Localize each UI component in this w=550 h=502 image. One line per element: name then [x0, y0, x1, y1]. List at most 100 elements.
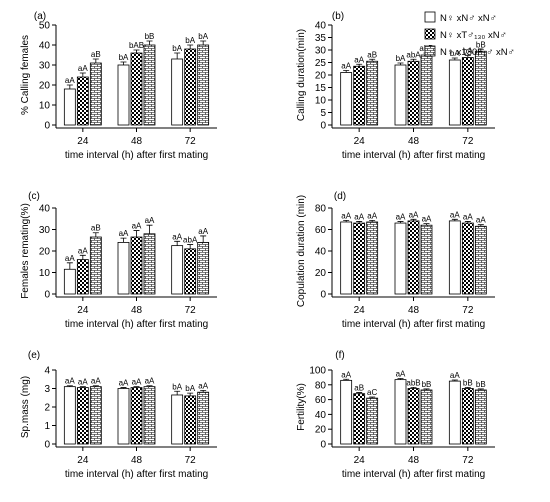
- bar: [366, 60, 379, 126]
- bar: [184, 248, 197, 295]
- error-bar: [120, 61, 127, 65]
- bar: [197, 44, 210, 126]
- y-tick-label: 10: [39, 101, 51, 112]
- x-tick-label: 48: [131, 455, 143, 466]
- error-bar: [369, 396, 376, 399]
- significance-label: aA: [354, 212, 364, 221]
- error-bar: [410, 218, 417, 221]
- y-tick-label: 1: [44, 421, 50, 432]
- error-bar: [133, 386, 140, 388]
- bar: [197, 391, 210, 445]
- y-tick-label: 60: [315, 225, 327, 236]
- legend-swatch: [424, 11, 436, 23]
- significance-label: abA: [183, 236, 198, 245]
- error-bar: [477, 48, 484, 52]
- error-bar: [92, 58, 99, 63]
- y-tick-label: 3: [44, 384, 50, 395]
- significance-label: aA: [78, 64, 88, 73]
- y-tick-label: 0: [320, 440, 326, 451]
- error-bar: [146, 40, 153, 45]
- y-tick-label: 0: [320, 121, 326, 132]
- x-tick-label: 24: [354, 136, 366, 147]
- legend-label: N♀ x130F₁♂ xN♂: [440, 47, 515, 58]
- significance-label: aB: [91, 224, 101, 233]
- significance-label: aA: [65, 377, 75, 386]
- error-bar: [464, 386, 471, 389]
- error-bar: [79, 254, 86, 260]
- y-axis-title: Fertility(%): [296, 383, 307, 431]
- error-bar: [451, 57, 458, 60]
- legend-swatch: [424, 45, 436, 57]
- significance-label: bB: [422, 380, 432, 389]
- significance-label: bA: [463, 47, 473, 56]
- error-bar: [187, 44, 194, 49]
- significance-label: aA: [450, 371, 460, 380]
- bar: [474, 50, 487, 126]
- significance-label: bA: [185, 384, 195, 393]
- bar: [63, 268, 76, 295]
- error-bar: [356, 392, 363, 394]
- significance-label: aA: [341, 211, 351, 220]
- x-axis-title: time interval (h) after first mating: [65, 150, 208, 161]
- significance-label: aA: [354, 55, 364, 64]
- significance-label: aA: [463, 212, 473, 221]
- bar: [394, 222, 407, 295]
- bar: [184, 48, 197, 126]
- y-tick-label: 40: [315, 247, 327, 258]
- bar: [143, 44, 156, 126]
- error-bar: [146, 224, 153, 234]
- error-bar: [66, 84, 73, 89]
- error-bar: [451, 218, 458, 221]
- significance-label: aA: [78, 378, 88, 387]
- bar: [366, 221, 379, 295]
- significance-label: aA: [476, 216, 486, 225]
- bar: [448, 59, 461, 126]
- error-bar: [410, 58, 417, 62]
- y-axis-title: % Calling females: [20, 35, 31, 115]
- error-bar: [343, 219, 350, 222]
- error-bar: [464, 221, 471, 224]
- x-axis-title: time interval (h) after first mating: [342, 319, 485, 330]
- bar: [394, 379, 407, 445]
- error-bar: [343, 70, 350, 73]
- bar: [353, 65, 366, 126]
- bar: [353, 222, 366, 295]
- error-bar: [79, 72, 86, 77]
- significance-label: aB: [367, 50, 377, 59]
- x-tick-label: 48: [408, 455, 420, 466]
- y-tick-label: 2: [44, 403, 50, 414]
- y-tick-label: 25: [315, 58, 327, 69]
- y-tick-label: 0: [320, 290, 326, 301]
- significance-label: aA: [198, 227, 208, 236]
- error-bar: [133, 230, 140, 238]
- y-tick-label: 20: [315, 268, 327, 279]
- y-axis-title: Sp.mass (mg): [20, 376, 31, 438]
- panel-label: (e): [28, 350, 40, 361]
- x-tick-label: 24: [77, 136, 89, 147]
- bar: [143, 233, 156, 295]
- bar: [76, 76, 89, 126]
- y-tick-label: 20: [39, 81, 51, 92]
- bar: [171, 394, 184, 445]
- significance-label: abA: [406, 50, 421, 59]
- error-bar: [477, 224, 484, 227]
- significance-label: aB: [91, 50, 101, 59]
- x-tick-label: 72: [185, 136, 197, 147]
- bar: [340, 72, 353, 126]
- bar: [117, 64, 130, 126]
- significance-label: bA: [198, 32, 208, 41]
- error-bar: [423, 223, 430, 226]
- legend: N♀ xN♂ xN♂ N♀ xT♂₁₃₀ xN♂ N♀ x130F₁♂ xN♂: [424, 11, 515, 58]
- significance-label: aA: [78, 246, 88, 255]
- y-tick-label: 40: [39, 41, 51, 52]
- x-tick-label: 24: [354, 305, 366, 316]
- chart-panel: (d) 0 20 40 60 80 Copulation duration (min) 24 a…: [296, 191, 495, 330]
- error-bar: [451, 379, 458, 382]
- error-bar: [187, 392, 194, 396]
- x-tick-label: 48: [131, 305, 143, 316]
- x-tick-label: 24: [354, 455, 366, 466]
- error-bar: [174, 390, 181, 395]
- panel-label: (d): [334, 191, 346, 202]
